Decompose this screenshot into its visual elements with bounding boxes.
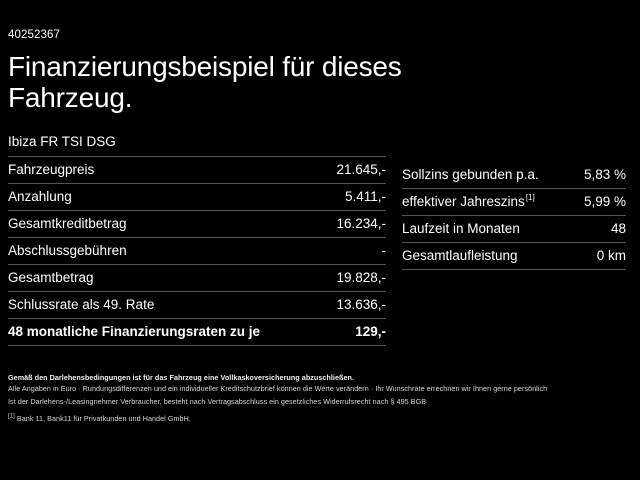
- disclaimer-withdrawal: Ist der Darlehens-/Leasingnehmer Verbrau…: [8, 396, 427, 406]
- disclaimer-currency: Alle Angaben in Euro · Rundungsdifferenz…: [8, 384, 548, 393]
- table-row: Sollzins gebunden p.a. 5,83 %: [402, 162, 626, 189]
- cost-breakdown-table: Ibiza FR TSI DSG Fahrzeugpreis 21.645,- …: [8, 132, 386, 346]
- row-value: 13.636,-: [336, 296, 386, 312]
- row-label: Schlussrate als 49. Rate: [8, 296, 155, 312]
- row-label: 48 monatliche Finanzierungsraten zu je: [8, 323, 261, 339]
- footnote-marker: [1]: [525, 193, 535, 203]
- footnote-text: Bank 11, Bank11 für Privatkunden und Han…: [14, 414, 191, 423]
- page-title: Finanzierungsbeispiel für dieses Fahrzeu…: [8, 51, 402, 113]
- table-row: Anzahlung 5.411,-: [8, 184, 386, 211]
- row-label: Gesamtbetrag: [8, 269, 94, 285]
- terms-table: Sollzins gebunden p.a. 5,83 % effektiver…: [402, 132, 626, 270]
- row-value: 0 km: [596, 247, 626, 263]
- table-row: effektiver Jahreszins[1] 5,99 %: [402, 189, 626, 216]
- table-row: Gesamtlaufleistung 0 km: [402, 243, 626, 270]
- row-value: 129,-: [355, 323, 386, 339]
- row-value: 16.234,-: [336, 215, 386, 231]
- reference-id: 40252367: [8, 29, 60, 41]
- table-row-monthly-rate: 48 monatliche Finanzierungsraten zu je 1…: [8, 319, 386, 346]
- row-label: Gesamtlaufleistung: [402, 247, 518, 263]
- row-value: 48: [610, 220, 626, 236]
- table-row: Laufzeit in Monaten 48: [402, 216, 626, 243]
- row-value: 19.828,-: [336, 269, 386, 285]
- table-row: Abschlussgebühren -: [8, 238, 386, 265]
- table-row: Gesamtbetrag 19.828,-: [8, 265, 386, 292]
- vehicle-model-label: Ibiza FR TSI DSG: [8, 132, 386, 157]
- table-row: Gesamtkreditbetrag 16.234,-: [8, 211, 386, 238]
- financing-tables: Ibiza FR TSI DSG Fahrzeugpreis 21.645,- …: [8, 132, 632, 346]
- row-value: 21.645,-: [336, 161, 386, 177]
- row-value: 5.411,-: [344, 188, 386, 204]
- row-label: Abschlussgebühren: [8, 242, 127, 258]
- disclaimer-insurance: Gemäß den Darlehensbedingungen ist für d…: [8, 373, 355, 382]
- row-label: Anzahlung: [8, 188, 72, 204]
- row-label: Gesamtkreditbetrag: [8, 215, 127, 231]
- table-row: Schlussrate als 49. Rate 13.636,-: [8, 292, 386, 319]
- row-value: -: [381, 242, 387, 258]
- row-value: 5,99 %: [583, 193, 626, 209]
- row-label: Fahrzeugpreis: [8, 161, 95, 177]
- footnote-bank: [1] Bank 11, Bank11 für Privatkunden und…: [8, 413, 632, 425]
- footnote-marker: [1]: [8, 413, 15, 420]
- table-row: Fahrzeugpreis 21.645,-: [8, 157, 386, 184]
- row-label: Laufzeit in Monaten: [402, 220, 520, 236]
- row-label-with-footnote: effektiver Jahreszins[1]: [402, 193, 535, 211]
- row-label: effektiver Jahreszins: [402, 193, 525, 209]
- legal-disclaimer: Gemäß den Darlehensbedingungen ist für d…: [8, 372, 632, 425]
- row-label: Sollzins gebunden p.a.: [402, 166, 539, 182]
- row-value: 5,83 %: [583, 166, 626, 182]
